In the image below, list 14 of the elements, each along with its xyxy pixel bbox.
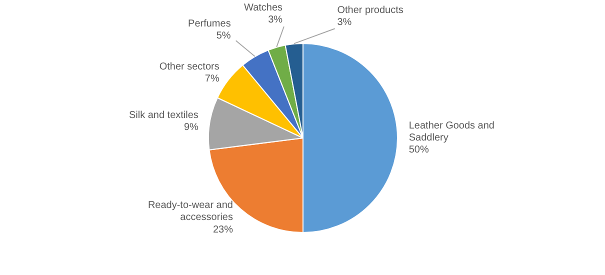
- data-label: 3%: [337, 16, 352, 28]
- data-label: 3%: [268, 14, 283, 26]
- data-label: 7%: [204, 73, 220, 84]
- data-label: 9%: [184, 122, 199, 133]
- data-label: 50%: [408, 144, 429, 156]
- slice-label: Other products: [337, 4, 404, 16]
- slice-label: Ready-to-wear and accessories: [148, 200, 233, 224]
- data-label: 5%: [216, 30, 231, 42]
- slice-label: Perfumes: [188, 18, 231, 30]
- slice-label: Leather Goods and Saddlery: [408, 120, 494, 144]
- data-label: 23%: [212, 224, 234, 236]
- slice-label: Silk and textiles: [128, 110, 198, 121]
- slice-label: Other sectors: [159, 61, 220, 72]
- slice-label: Watches: [244, 2, 283, 14]
